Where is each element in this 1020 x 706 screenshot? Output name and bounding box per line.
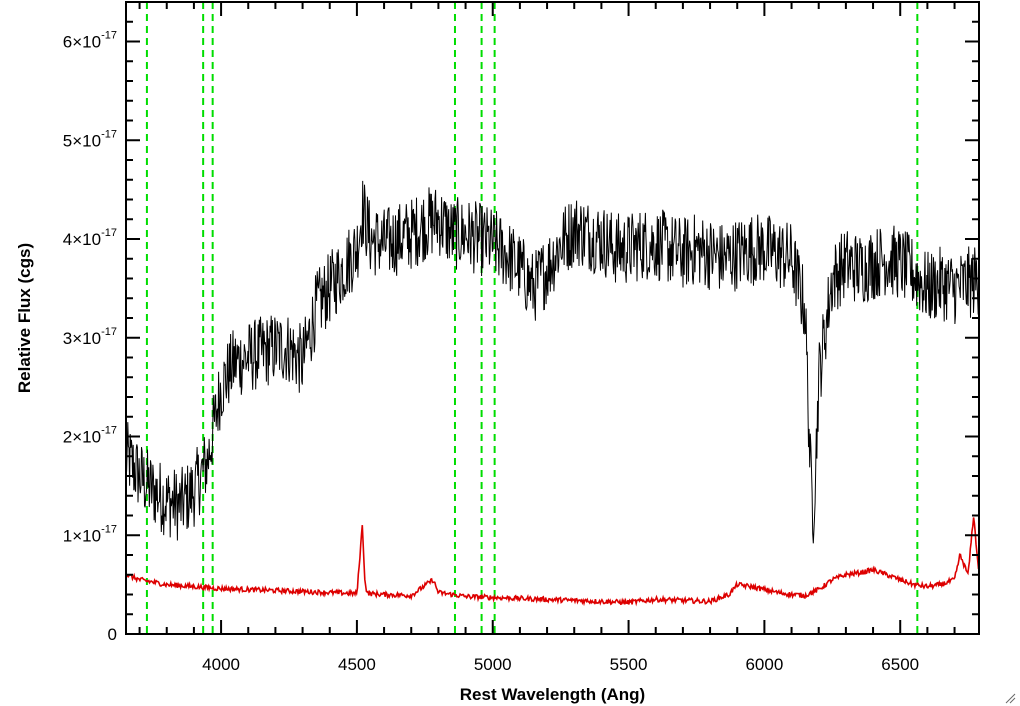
y-tick-label: 4×10-17 bbox=[63, 227, 117, 249]
y-tick-labels: 0 1×10-17 2×10-17 3×10-17 4×10-17 5×10-17 6×10… bbox=[63, 30, 117, 645]
y-axis-title: Relative Flux (cgs) bbox=[15, 243, 34, 393]
y-tick-label: 6×10-17 bbox=[63, 30, 117, 52]
x-tick-label: 6000 bbox=[745, 655, 783, 674]
y-tick-label: 1×10-17 bbox=[63, 523, 117, 545]
y-tick-label: 0 bbox=[108, 625, 117, 644]
series-layer bbox=[125, 180, 980, 607]
plot-frame bbox=[125, 1, 980, 635]
x-axis-title: Rest Wavelength (Ang) bbox=[460, 685, 645, 704]
x-tick-label: 5000 bbox=[474, 655, 512, 674]
spectrum-series-line bbox=[125, 180, 980, 544]
x-tick-labels: 4000 4500 5000 5500 6000 6500 bbox=[202, 655, 919, 674]
y-tick-label: 2×10-17 bbox=[63, 425, 117, 447]
error-series-line bbox=[125, 517, 980, 607]
x-tick-label: 4500 bbox=[338, 655, 376, 674]
resize-grip-icon[interactable] bbox=[1004, 692, 1016, 704]
x-tick-label: 5500 bbox=[610, 655, 648, 674]
axis-ticks bbox=[126, 2, 979, 635]
y-tick-label: 3×10-17 bbox=[63, 326, 117, 348]
x-tick-label: 6500 bbox=[881, 655, 919, 674]
reference-lines bbox=[145, 2, 919, 634]
x-tick-label: 4000 bbox=[202, 655, 240, 674]
y-tick-label: 5×10-17 bbox=[63, 128, 117, 150]
